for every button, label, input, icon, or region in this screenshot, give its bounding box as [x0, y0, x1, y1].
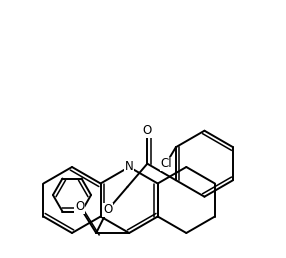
Text: N: N: [125, 160, 134, 173]
Text: Cl: Cl: [160, 157, 172, 170]
Text: O: O: [103, 203, 112, 216]
Text: O: O: [143, 124, 152, 137]
Text: O: O: [75, 200, 84, 213]
